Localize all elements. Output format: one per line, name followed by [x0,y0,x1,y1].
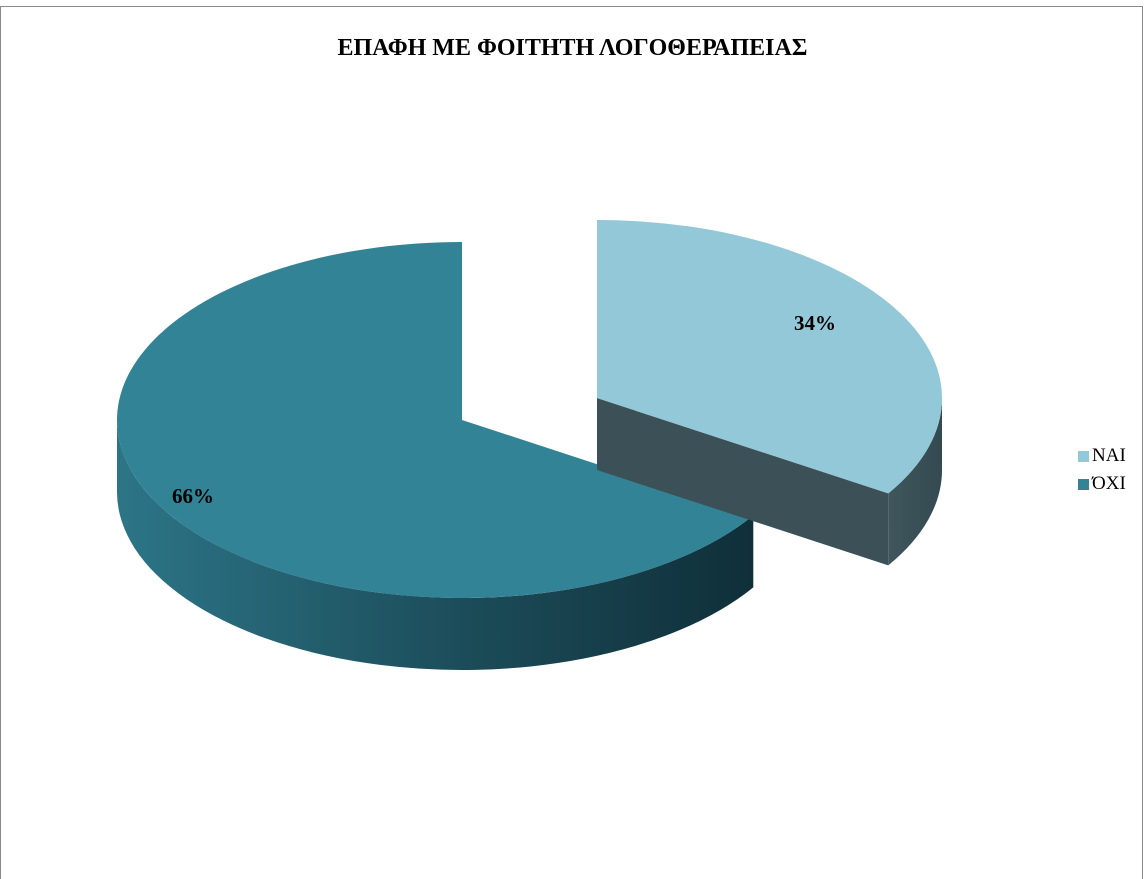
legend-swatch-nai [1078,450,1089,462]
pie-slice-nai-side [888,398,942,566]
legend-label-oxi: ΌΧΙ [1092,473,1126,494]
legend-item-oxi: ΌΧΙ [1078,471,1126,497]
data-label-oxi: 66% [172,484,214,508]
pie-slice-oxi [117,242,754,598]
pie-slice-nai-cut-face-end [597,398,889,566]
pie-slice-oxi-side [117,420,754,671]
legend-label-nai: ΝΑΙ [1092,445,1126,466]
pie-slice-nai [597,220,942,494]
legend-item-nai: ΝΑΙ [1078,443,1126,469]
legend-swatch-oxi [1078,478,1089,490]
legend: ΝΑΙ ΌΧΙ [1078,443,1126,499]
data-label-nai: 34% [794,311,836,335]
chart-title: ΕΠΑΦΗ ΜΕ ΦΟΙΤΗΤΗ ΛΟΓΟΘΕΡΑΠΕΙΑΣ [337,35,808,61]
